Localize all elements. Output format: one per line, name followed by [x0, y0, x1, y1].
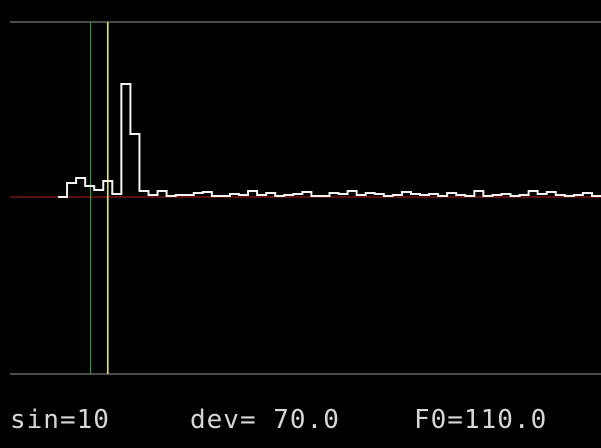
- f0-readout: F0=110.0: [414, 405, 548, 435]
- signal-trace: [58, 83, 601, 198]
- dev-readout: dev= 70.0: [190, 405, 340, 435]
- sin-readout: sin=10: [10, 405, 110, 435]
- readout-bar: sin=10 dev= 70.0 F0=110.0: [10, 398, 601, 442]
